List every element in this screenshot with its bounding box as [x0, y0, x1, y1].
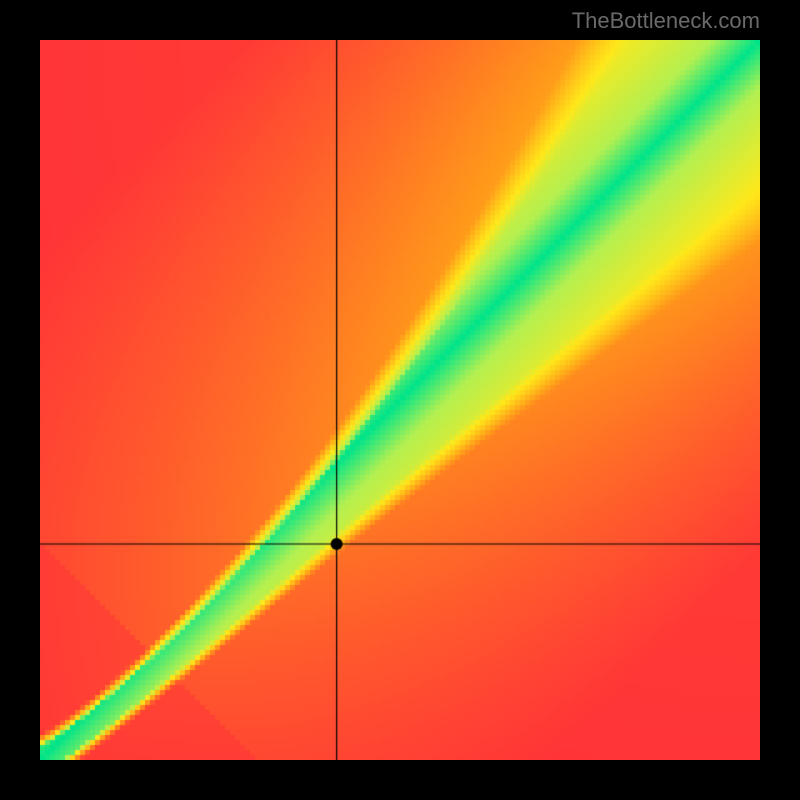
heatmap-canvas	[40, 40, 760, 760]
watermark-text: TheBottleneck.com	[572, 8, 760, 34]
bottleneck-heatmap	[40, 40, 760, 760]
